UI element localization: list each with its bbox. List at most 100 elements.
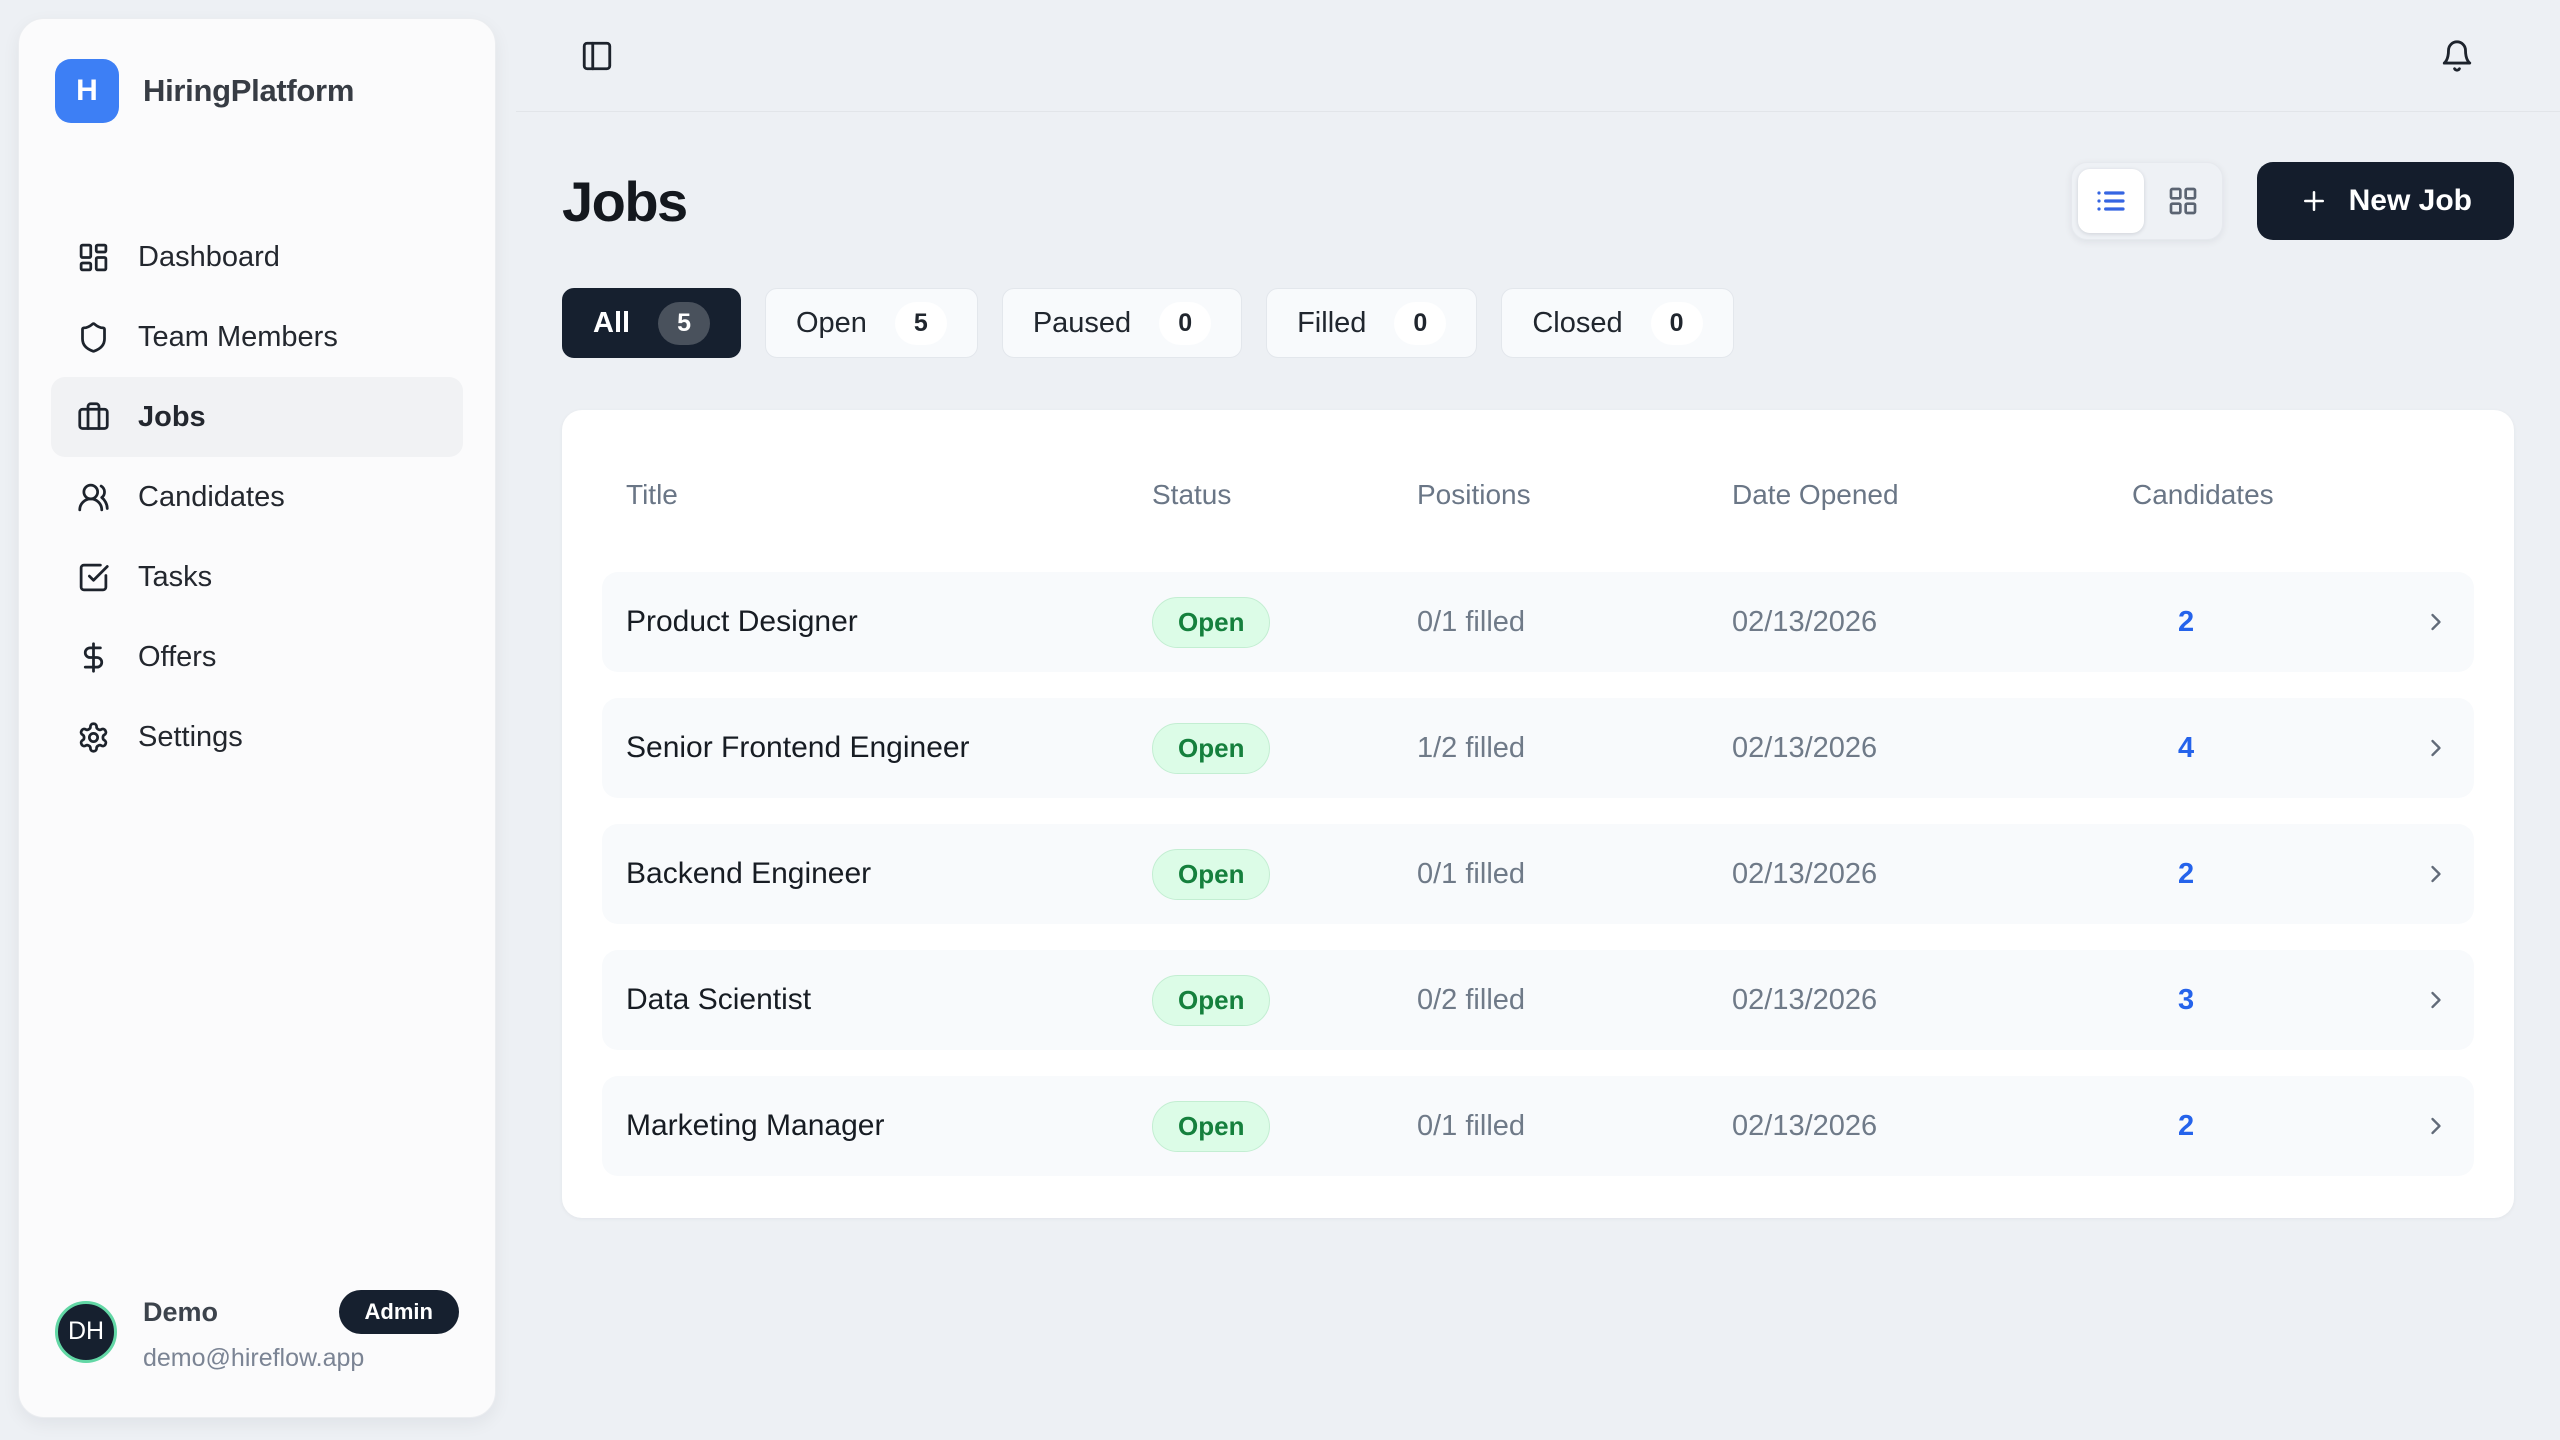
positions-cell: 0/2 filled <box>1417 983 1526 1016</box>
date-opened-cell: 02/13/2026 <box>1732 857 1878 890</box>
date-opened-cell: 02/13/2026 <box>1732 983 1878 1016</box>
user-info: Demo Admin demo@hireflow.app <box>143 1290 459 1373</box>
chevron-right-icon <box>2431 865 2441 883</box>
main-area: Jobs New Job Al <box>516 0 2560 1440</box>
content: Jobs New Job Al <box>516 112 2560 1440</box>
view-toggle <box>2070 162 2223 240</box>
row-open-affordance <box>2398 607 2474 637</box>
job-title: Backend Engineer <box>626 857 872 890</box>
sidebar-item-team-members[interactable]: Team Members <box>51 297 463 377</box>
candidates-count[interactable]: 2 <box>2178 857 2195 890</box>
sidebar: H HiringPlatform Dashboard Team Members … <box>18 18 496 1418</box>
sidebar-item-label: Dashboard <box>138 240 280 273</box>
dollar-icon <box>77 641 110 674</box>
status-badge: Open <box>1152 596 1271 648</box>
filter-tab-label: Closed <box>1532 306 1623 339</box>
grid-view-button[interactable] <box>2150 169 2216 233</box>
filter-tab-count: 0 <box>1394 301 1447 345</box>
candidates-cell: 3 <box>2108 984 2398 1017</box>
table-row-senior-frontend-engineer[interactable]: Senior Frontend Engineer Open 1/2 filled… <box>602 698 2474 798</box>
filter-tab-open[interactable]: Open 5 <box>764 288 978 358</box>
sidebar-item-label: Settings <box>138 720 243 753</box>
notifications-button[interactable] <box>2434 33 2480 79</box>
status-cell: Open <box>1128 1100 1393 1152</box>
sidebar-item-label: Tasks <box>138 560 213 593</box>
filter-tab-filled[interactable]: Filled 0 <box>1266 288 1478 358</box>
user-section: DH Demo Admin demo@hireflow.app <box>51 1290 463 1373</box>
column-header-title: Title <box>626 479 678 510</box>
chevron-right-icon <box>2431 613 2441 631</box>
chevron-right-icon <box>2431 1117 2441 1135</box>
date-opened-cell: 02/13/2026 <box>1732 605 1878 638</box>
table-row-data-scientist[interactable]: Data Scientist Open 0/2 filled 02/13/202… <box>602 950 2474 1050</box>
row-open-affordance <box>2398 733 2474 763</box>
status-badge: Open <box>1152 1100 1271 1152</box>
user-email: demo@hireflow.app <box>143 1344 365 1372</box>
filter-tab-label: Open <box>795 306 867 339</box>
sidebar-item-offers[interactable]: Offers <box>51 617 463 697</box>
table-row-marketing-manager[interactable]: Marketing Manager Open 0/1 filled 02/13/… <box>602 1076 2474 1176</box>
brand: H HiringPlatform <box>51 59 463 123</box>
positions-cell: 0/1 filled <box>1417 605 1526 638</box>
sidebar-item-label: Candidates <box>138 480 285 513</box>
filter-tabs: All 5 Open 5 Paused 0 Filled 0 <box>562 288 2514 358</box>
chevron-right-icon <box>2431 739 2441 757</box>
topbar <box>516 0 2560 112</box>
job-title: Product Designer <box>626 605 858 638</box>
filter-tab-count: 0 <box>1159 301 1212 345</box>
status-cell: Open <box>1128 596 1393 648</box>
sidebar-item-label: Team Members <box>138 320 338 353</box>
list-icon <box>2097 191 2125 211</box>
panel-left-icon <box>582 41 612 70</box>
page-title: Jobs <box>562 169 688 233</box>
positions-cell: 0/1 filled <box>1417 857 1526 890</box>
sidebar-item-label: Offers <box>138 640 217 673</box>
positions-cell: 1/2 filled <box>1417 731 1526 764</box>
list-view-button[interactable] <box>2077 169 2144 233</box>
filter-tab-all[interactable]: All 5 <box>562 288 741 358</box>
status-badge: Open <box>1152 974 1271 1026</box>
filter-tab-label: Paused <box>1032 306 1132 339</box>
new-job-label: New Job <box>2348 184 2472 217</box>
filter-tab-count: 5 <box>894 301 947 345</box>
candidates-count[interactable]: 3 <box>2178 983 2195 1016</box>
date-opened-cell: 02/13/2026 <box>1732 731 1878 764</box>
sidebar-nav: Dashboard Team Members Jobs Candidates T… <box>51 217 463 777</box>
grid-icon <box>2169 187 2196 215</box>
table-row-backend-engineer[interactable]: Backend Engineer Open 0/1 filled 02/13/2… <box>602 824 2474 924</box>
sidebar-item-settings[interactable]: Settings <box>51 697 463 777</box>
filter-tab-label: All <box>593 306 631 339</box>
page-header: Jobs New Job <box>562 162 2514 240</box>
date-opened-cell: 02/13/2026 <box>1732 1109 1878 1142</box>
sidebar-item-candidates[interactable]: Candidates <box>51 457 463 537</box>
table-row-product-designer[interactable]: Product Designer Open 0/1 filled 02/13/2… <box>602 572 2474 672</box>
candidates-count[interactable]: 4 <box>2178 731 2195 764</box>
dashboard-icon <box>77 241 110 274</box>
status-badge: Open <box>1152 722 1271 774</box>
job-title: Data Scientist <box>626 983 812 1016</box>
candidates-count[interactable]: 2 <box>2178 605 2195 638</box>
job-title: Senior Frontend Engineer <box>626 731 970 764</box>
sidebar-toggle-button[interactable] <box>574 33 620 79</box>
status-badge: Open <box>1152 848 1271 900</box>
jobs-table: Title Status Positions Date Opened Candi… <box>562 410 2514 1218</box>
row-open-affordance <box>2398 985 2474 1015</box>
sidebar-item-dashboard[interactable]: Dashboard <box>51 217 463 297</box>
avatar: DH <box>55 1300 117 1363</box>
chevron-right-icon <box>2431 991 2441 1009</box>
row-open-affordance <box>2398 859 2474 889</box>
sidebar-item-tasks[interactable]: Tasks <box>51 537 463 617</box>
bell-icon <box>2442 40 2472 72</box>
sidebar-item-jobs[interactable]: Jobs <box>51 377 463 457</box>
status-cell: Open <box>1128 974 1393 1026</box>
positions-cell: 0/1 filled <box>1417 1109 1526 1142</box>
gear-icon <box>77 721 110 754</box>
filter-tab-count: 0 <box>1650 301 1703 345</box>
candidates-count[interactable]: 2 <box>2178 1109 2195 1142</box>
plus-icon <box>2303 191 2324 211</box>
filter-tab-closed[interactable]: Closed 0 <box>1501 288 1734 358</box>
brand-logo: H <box>55 59 119 123</box>
filter-tab-paused[interactable]: Paused 0 <box>1001 288 1243 358</box>
new-job-button[interactable]: New Job <box>2256 162 2514 240</box>
check-square-icon <box>77 561 110 594</box>
